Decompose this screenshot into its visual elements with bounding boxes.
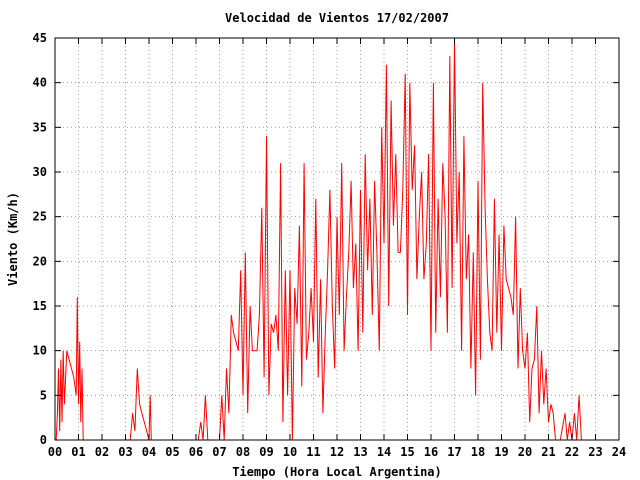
y-tick-label: 25: [33, 210, 47, 224]
y-tick-labels: 0 5 10 15 20 25 30 35 40 45: [33, 31, 47, 447]
x-tick-label: 14: [377, 445, 391, 459]
x-tick-label: 19: [494, 445, 508, 459]
x-tick-label: 08: [236, 445, 250, 459]
x-tick-label: 11: [306, 445, 320, 459]
series-line: [55, 37, 584, 441]
x-tick-label: 23: [588, 445, 602, 459]
y-tick-label: 5: [40, 388, 47, 402]
x-tick-label: 01: [71, 445, 85, 459]
x-tick-label: 04: [142, 445, 156, 459]
x-tick-label: 09: [259, 445, 273, 459]
x-tick-label: 06: [189, 445, 203, 459]
y-tick-label: 0: [40, 433, 47, 447]
x-axis-label: Tiempo (Hora Local Argentina): [232, 465, 442, 479]
x-tick-label: 22: [565, 445, 579, 459]
axis-ticks: [54, 37, 620, 441]
y-tick-label: 35: [33, 120, 47, 134]
x-tick-label: 17: [447, 445, 461, 459]
x-tick-label: 16: [424, 445, 438, 459]
x-tick-label: 07: [212, 445, 226, 459]
y-tick-label: 45: [33, 31, 47, 45]
y-tick-label: 20: [33, 254, 47, 268]
y-tick-label: 40: [33, 76, 47, 90]
x-tick-label: 05: [165, 445, 179, 459]
y-axis-label: Viento (Km/h): [6, 192, 20, 286]
series-layer: [55, 37, 584, 441]
x-tick-label: 03: [118, 445, 132, 459]
y-tick-label: 30: [33, 165, 47, 179]
x-tick-label: 24: [612, 445, 626, 459]
x-tick-label: 13: [353, 445, 367, 459]
x-tick-label: 15: [400, 445, 414, 459]
chart-title: Velocidad de Vientos 17/02/2007: [225, 11, 449, 25]
x-tick-label: 02: [95, 445, 109, 459]
x-tick-labels: 00 01 02 03 04 05 06 07 08 09 10 11 12 13 14 15 16 17 18 19…: [48, 445, 626, 459]
x-tick-label: 18: [471, 445, 485, 459]
x-tick-label: 12: [330, 445, 344, 459]
x-tick-label: 21: [541, 445, 555, 459]
y-tick-label: 10: [33, 344, 47, 358]
x-tick-label: 10: [283, 445, 297, 459]
y-tick-label: 15: [33, 299, 47, 313]
x-tick-label: 20: [518, 445, 532, 459]
x-tick-label: 00: [48, 445, 62, 459]
